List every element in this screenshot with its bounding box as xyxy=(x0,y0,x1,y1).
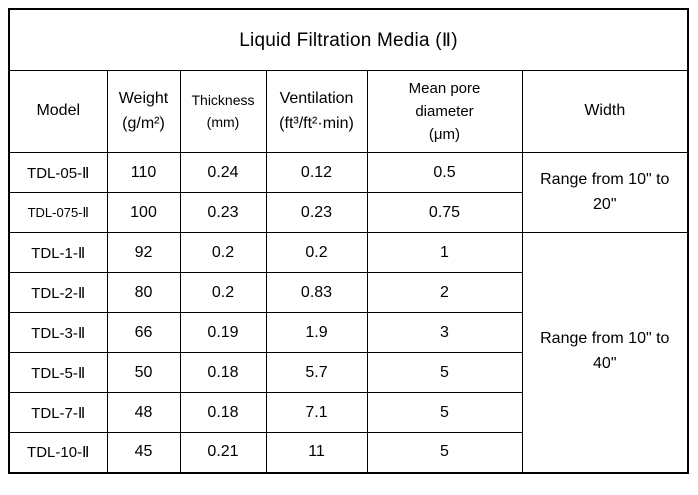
table-row: TDL-2-Ⅱ 80 0.2 0.83 2 xyxy=(8,272,688,313)
cell-model: TDL-1-Ⅱ xyxy=(8,232,108,273)
cell-mean-pore: 1 xyxy=(366,232,523,273)
cell-thickness: 0.23 xyxy=(179,192,267,233)
cell-thickness: 0.18 xyxy=(179,392,267,433)
col-header-width: Width xyxy=(521,70,689,153)
cell-weight: 110 xyxy=(106,152,181,193)
cell-ventilation: 0.12 xyxy=(265,152,368,193)
cell-mean-pore: 0.5 xyxy=(366,152,523,193)
cell-mean-pore: 5 xyxy=(366,352,523,393)
cell-mean-pore: 5 xyxy=(366,392,523,433)
cell-model: TDL-7-Ⅱ xyxy=(8,392,108,433)
table-row: TDL-05-Ⅱ 110 0.24 0.12 0.5 Range from 10… xyxy=(8,152,689,233)
cell-mean-pore: 3 xyxy=(366,312,523,353)
cell-thickness: 0.24 xyxy=(179,152,267,193)
cell-weight: 92 xyxy=(106,232,181,273)
cell-mean-pore: 2 xyxy=(366,272,523,313)
cell-thickness: 0.2 xyxy=(179,232,267,273)
cell-ventilation: 1.9 xyxy=(265,312,368,353)
table-row: TDL-1-Ⅱ 92 0.2 0.2 1 Range from 10" to 4… xyxy=(8,232,689,473)
cell-weight: 66 xyxy=(106,312,181,353)
cell-model: TDL-05-Ⅱ xyxy=(8,152,108,193)
cell-thickness: 0.2 xyxy=(179,272,267,313)
cell-model: TDL-10-Ⅱ xyxy=(8,432,108,473)
cell-ventilation: 0.83 xyxy=(265,272,368,313)
table-row: TDL-10-Ⅱ 45 0.21 11 5 xyxy=(8,432,688,473)
col-header-weight: Weight (g/m²) xyxy=(106,70,181,153)
col-header-thickness: Thickness (mm) xyxy=(179,70,267,153)
cell-thickness: 0.21 xyxy=(179,432,267,473)
cell-thickness: 0.18 xyxy=(179,352,267,393)
cell-mean-pore: 0.75 xyxy=(366,192,523,233)
table-row: TDL-075-Ⅱ 100 0.23 0.23 0.75 xyxy=(8,192,688,233)
cell-weight: 80 xyxy=(106,272,181,313)
cell-weight: 45 xyxy=(106,432,181,473)
col-header-ventilation: Ventilation (ft³/ft²·min) xyxy=(265,70,368,153)
table-row: TDL-5-Ⅱ 50 0.18 5.7 5 xyxy=(8,352,688,393)
cell-model: TDL-5-Ⅱ xyxy=(8,352,108,393)
cell-model: TDL-2-Ⅱ xyxy=(8,272,108,313)
cell-thickness: 0.19 xyxy=(179,312,267,353)
table-header-row: Model Weight (g/m²) Thickness (mm) Venti… xyxy=(8,70,689,153)
col-header-mean-pore-diameter: Mean pore diameter (μm) xyxy=(366,70,523,153)
cell-ventilation: 0.2 xyxy=(265,232,368,273)
cell-ventilation: 0.23 xyxy=(265,192,368,233)
cell-ventilation: 5.7 xyxy=(265,352,368,393)
cell-weight: 48 xyxy=(106,392,181,433)
col-header-model: Model xyxy=(8,70,108,153)
cell-width-range-10-20: Range from 10" to 20" xyxy=(521,152,689,233)
filtration-media-spec-table: Liquid Filtration Media (Ⅱ) Model Weight… xyxy=(8,8,690,474)
cell-weight: 50 xyxy=(106,352,181,393)
table-title: Liquid Filtration Media (Ⅱ) xyxy=(8,8,689,71)
cell-mean-pore: 5 xyxy=(366,432,523,473)
cell-model: TDL-075-Ⅱ xyxy=(8,192,108,233)
table-title-row: Liquid Filtration Media (Ⅱ) xyxy=(8,8,689,71)
cell-ventilation: 7.1 xyxy=(265,392,368,433)
cell-width-range-10-40: Range from 10" to 40" xyxy=(521,232,689,473)
cell-weight: 100 xyxy=(106,192,181,233)
cell-model: TDL-3-Ⅱ xyxy=(8,312,108,353)
cell-ventilation: 11 xyxy=(265,432,368,473)
